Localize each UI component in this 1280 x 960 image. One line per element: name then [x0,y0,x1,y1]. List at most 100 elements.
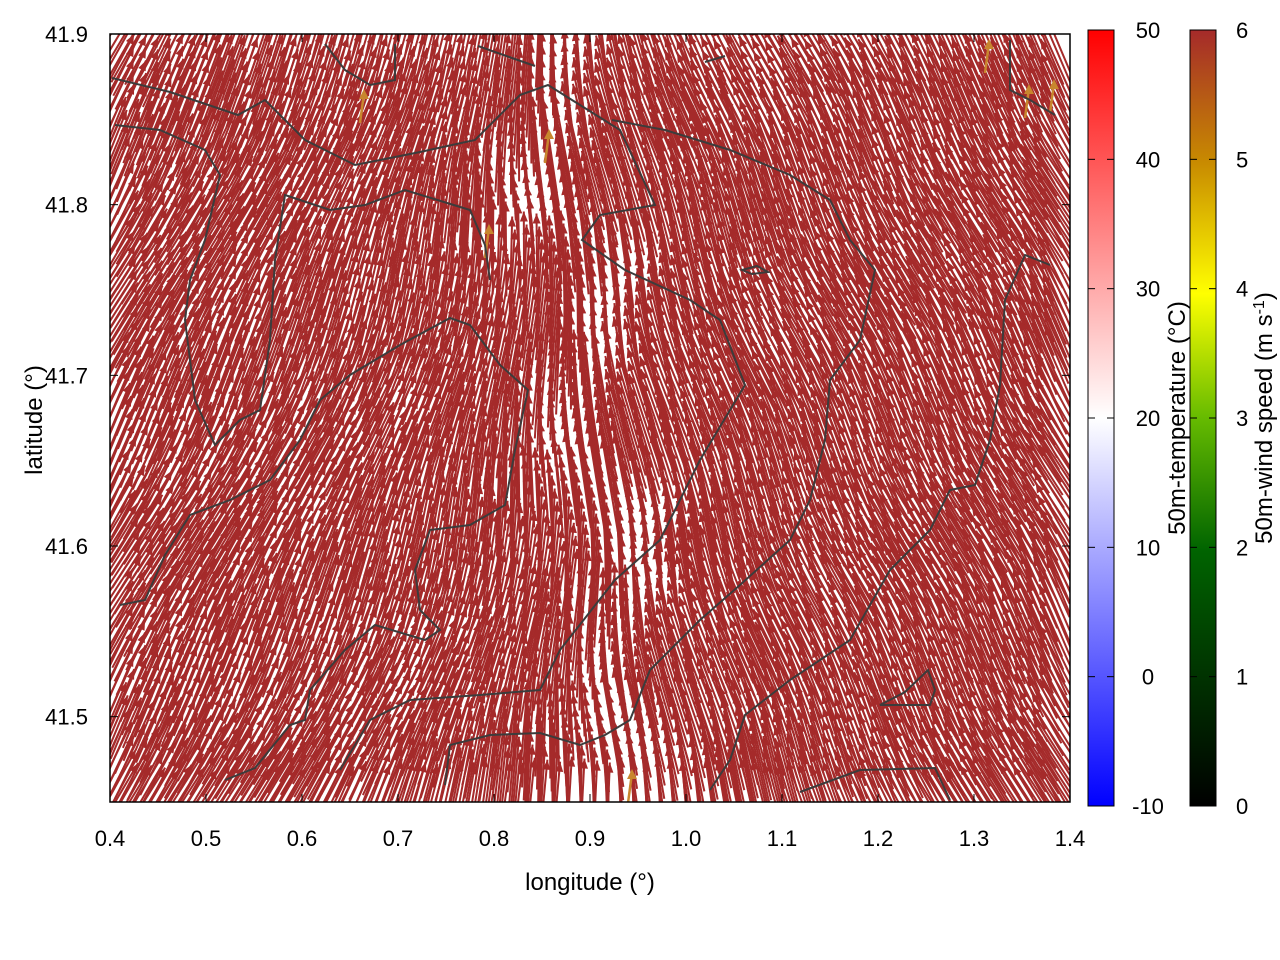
wind-vector-arrowhead [213,124,222,135]
wind-vector-arrowhead [957,99,966,111]
wind-vector-arrowhead [965,46,974,57]
wind-vector-arrowhead [811,76,819,88]
wind-vector-arrowhead [994,99,1004,111]
wind-vector-arrowhead [428,114,436,126]
wind-vector-arrow [383,72,419,162]
wind-vector-arrowhead [526,42,535,53]
wind-vector-arrowhead [878,84,886,96]
wind-vector-arrowhead [712,0,720,10]
wind-vector-arrowhead [845,113,854,125]
wind-vector-arrowhead [781,60,790,72]
wind-vector-arrowhead [414,8,422,19]
wind-vector-arrowhead [518,94,527,105]
wind-vector-arrowhead [594,48,602,60]
wind-vector-arrowhead [953,64,962,75]
wind-vector-arrowhead [605,44,614,55]
wind-vector-arrowhead [347,77,356,89]
wind-vector-arrowhead [462,0,470,6]
wind-vector-arrowhead [700,0,708,8]
wind-vector-arrow [1027,76,1070,156]
wind-vector-arrowhead [835,60,844,72]
wind-vector-arrowhead [314,34,323,44]
wind-vector-arrowhead [741,111,750,123]
wind-vector-arrowhead [298,0,306,2]
wind-vector-arrowhead [366,34,375,45]
wind-vector-arrowhead [821,59,830,70]
wind-vector-arrowhead [869,22,877,33]
wind-vector-arrow [265,48,299,140]
wind-vector-arrowhead [175,0,183,7]
wind-vector-arrowhead [549,34,558,44]
wind-vector-arrow [171,36,209,126]
wind-vector-arrowhead [766,102,774,114]
wind-vector-arrowhead [150,12,158,23]
wind-vector-arrowhead [862,64,871,75]
wind-vector-arrowhead [292,62,301,74]
wind-vector-arrowhead [183,100,191,111]
wind-vector-arrowhead [427,10,435,21]
wind-vector-arrow [141,97,179,187]
wind-vector-arrowhead [482,81,490,92]
wind-vector-arrow [968,34,1002,109]
wind-vector-arrowhead [274,8,282,19]
wind-vector-arrowhead [618,73,626,85]
wind-vector-arrowhead [249,11,257,22]
wind-vector-arrowhead [982,104,991,115]
wind-vector-arrowhead [1031,106,1041,118]
wind-vector-arrowhead [263,34,271,43]
wind-vector-arrowhead [374,0,382,6]
wind-vector-arrowhead [606,18,614,29]
wind-vector-arrow [1028,34,1052,84]
wind-vector-arrowhead [382,49,390,61]
wind-vector-arrow [255,116,301,202]
wind-vector-arrowhead [151,74,159,86]
wind-vector-arrowhead [652,34,661,45]
wind-vector-arrowhead [249,0,257,9]
wind-vector-arrowhead [919,0,927,8]
wind-vector-arrowhead [844,37,853,49]
wind-vector-arrow [583,72,609,166]
wind-vector-arrowhead [493,70,502,81]
wind-vector-arrow [876,71,914,161]
wind-vector-arrowhead [938,36,947,47]
wind-vector-arrowhead [537,83,546,95]
wind-vector-arrowhead [361,0,369,4]
wind-vector-arrowhead [814,9,823,20]
wind-vector-arrowhead [595,9,603,20]
wind-vector-arrow [110,34,141,83]
wind-vector-arrowhead [440,109,448,120]
wind-vector-arrowhead [818,96,827,108]
wind-vector-arrowhead [908,97,917,108]
wind-vector-arrowhead [289,35,297,47]
wind-vector-arrowhead [738,36,748,48]
wind-vector-arrowhead [435,76,443,87]
wind-vector-arrowhead [768,115,776,127]
wind-vector-arrowhead [398,70,406,82]
wind-vector-arrowhead [913,45,922,56]
wind-vector-arrowhead [201,62,209,74]
wind-vector-arrowhead [254,131,263,142]
wind-vector-arrowhead [1028,63,1037,75]
wind-vector-arrowhead [1040,0,1048,10]
wind-vector-arrowhead [725,21,733,32]
wind-vector-arrowhead [515,60,524,71]
wind-vector-arrowhead [560,68,569,79]
wind-vector-arrowhead [875,59,884,70]
wind-vector-arrowhead [768,65,777,77]
wind-vector-arrowhead [641,18,649,29]
wind-vector-arrowhead [978,75,987,86]
wind-vector-arrowhead [409,59,417,71]
wind-vector-arrowhead [457,46,465,57]
wind-vector-arrowhead [606,57,614,69]
wind-vector-arrowhead [297,89,305,101]
wind-vector-arrow [110,34,127,61]
wind-vector-arrow [383,85,421,175]
wind-vector-arrowhead [991,77,999,89]
wind-vector-arrowhead [937,34,938,35]
wind-vector-arrowhead [309,84,318,96]
wind-vector-arrowhead [459,84,467,96]
wind-vector-arrowhead [454,20,462,31]
wind-vector-arrowhead [458,72,467,83]
wind-vector-arrowhead [514,22,522,32]
wind-vector-arrowhead [265,112,274,124]
